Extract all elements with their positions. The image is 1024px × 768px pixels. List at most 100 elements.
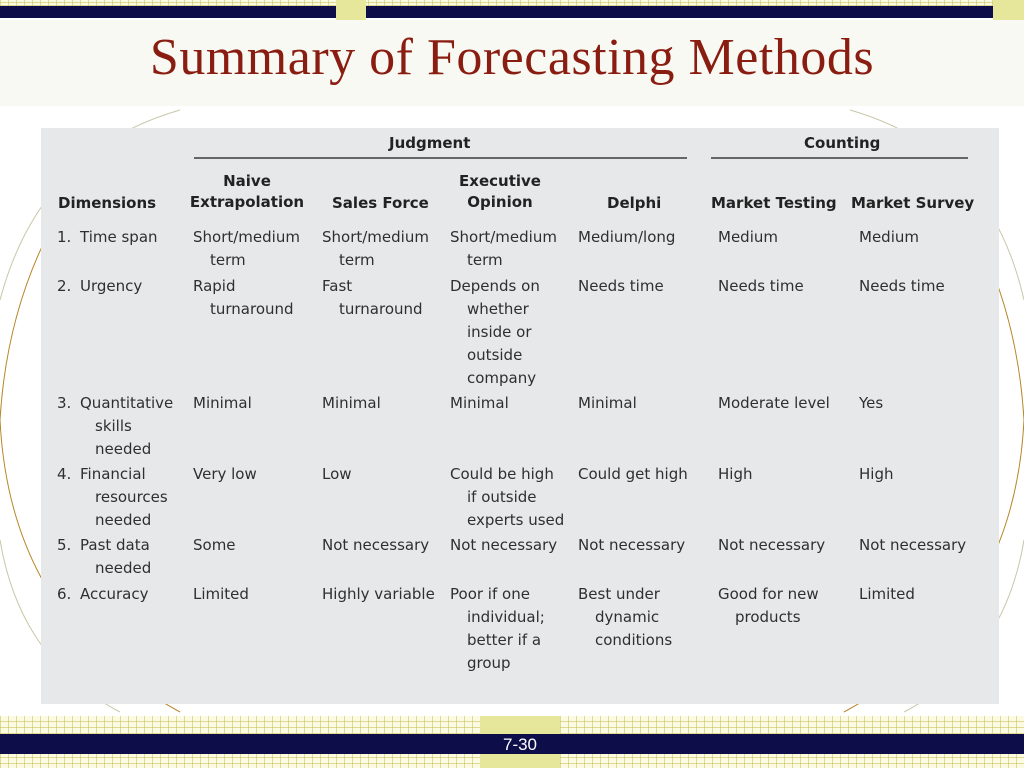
cell-line: Short/medium	[450, 228, 557, 246]
dimension-cell: 3. Quantitative skills needed	[57, 392, 173, 461]
cell-line: Not necessary	[322, 536, 430, 554]
cell-line: company	[467, 369, 537, 387]
table-cell-survey: Yes	[859, 392, 883, 415]
dimension-label-cont: skills	[95, 417, 132, 435]
top-decorative-bar	[0, 0, 1024, 20]
cell-line: term	[210, 251, 246, 269]
dimension-label: Financial	[80, 465, 146, 483]
table-cell-sales: Minimal	[322, 392, 381, 415]
table-cell-testing: Needs time	[718, 275, 804, 298]
cell-line: Needs time	[718, 277, 804, 295]
header-line: Opinion	[467, 193, 533, 211]
forecasting-table: Judgment Counting Dimensions Naive Extra…	[41, 128, 999, 704]
table-cell-testing: Medium	[718, 226, 778, 249]
table-cell-sales: Fast turnaround	[322, 275, 423, 321]
column-header-delphi: Delphi	[607, 194, 662, 212]
cell-line: Not necessary	[859, 536, 967, 554]
cell-line: High	[718, 465, 753, 483]
dimension-label-cont: needed	[95, 511, 152, 529]
cell-line: Minimal	[322, 394, 381, 412]
dimension-cell: 2. Urgency	[57, 275, 142, 298]
cell-line: Medium	[859, 228, 919, 246]
cell-line: Short/medium	[193, 228, 300, 246]
top-accent-block-right	[993, 0, 1024, 20]
column-header-market-testing: Market Testing	[711, 194, 837, 212]
table-cell-testing: Good for new products	[718, 583, 819, 629]
judgment-rule	[194, 157, 687, 159]
header-line: Naive	[223, 172, 271, 190]
table-cell-delphi: Not necessary	[578, 534, 685, 557]
column-header-market-survey: Market Survey	[851, 194, 975, 212]
cell-line: Some	[193, 536, 236, 554]
table-cell-sales: Low	[322, 463, 352, 486]
cell-line: dynamic	[595, 608, 660, 626]
top-grid-pattern	[0, 0, 1024, 6]
cell-line: Not necessary	[718, 536, 826, 554]
cell-line: Very low	[193, 465, 257, 483]
table-cell-survey: Needs time	[859, 275, 945, 298]
cell-line: Minimal	[450, 394, 509, 412]
cell-line: Poor if one	[450, 585, 530, 603]
cell-line: Depends on	[450, 277, 540, 295]
cell-line: Minimal	[193, 394, 252, 412]
cell-line: Low	[322, 465, 352, 483]
cell-line: term	[467, 251, 503, 269]
cell-line: Not necessary	[578, 536, 686, 554]
table-cell-delphi: Could get high	[578, 463, 688, 486]
cell-line: turnaround	[339, 300, 423, 318]
cell-line: Yes	[859, 394, 884, 412]
top-navy-stripe	[0, 6, 1024, 18]
table-cell-delphi: Needs time	[578, 275, 664, 298]
cell-line: inside or	[467, 323, 532, 341]
row-number: 2.	[57, 277, 72, 295]
cell-line: term	[339, 251, 375, 269]
cell-line: if outside	[467, 488, 537, 506]
cell-line: High	[859, 465, 894, 483]
cell-line: conditions	[595, 631, 673, 649]
cell-line: Could be high	[450, 465, 554, 483]
cell-line: Rapid	[193, 277, 236, 295]
cell-line: turnaround	[210, 300, 294, 318]
table-cell-delphi: Minimal	[578, 392, 637, 415]
row-number: 6.	[57, 585, 72, 603]
table-cell-exec: Not necessary	[450, 534, 557, 557]
table-cell-delphi: Best under dynamic conditions	[578, 583, 672, 652]
cell-line: products	[735, 608, 801, 626]
footer-bar	[0, 716, 1024, 768]
dimension-label: Urgency	[80, 277, 143, 295]
cell-line: whether	[467, 300, 529, 318]
dimension-label-cont: needed	[95, 440, 152, 458]
footer-navy-stripe-center	[480, 734, 560, 754]
cell-line: Needs time	[578, 277, 664, 295]
table-cell-naive: Limited	[193, 583, 249, 606]
cell-line: Best under	[578, 585, 660, 603]
table-cell-survey: High	[859, 463, 893, 486]
cell-line: outside	[467, 346, 523, 364]
header-line: Extrapolation	[189, 193, 305, 211]
table-cell-naive: Some	[193, 534, 236, 557]
cell-line: Moderate level	[718, 394, 830, 412]
cell-line: Short/medium	[322, 228, 429, 246]
row-number: 1.	[57, 228, 72, 246]
dimension-cell: 1. Time span	[57, 226, 158, 249]
dimension-label: Past data	[80, 536, 150, 554]
column-header-naive-extrapolation: Naive Extrapolation	[189, 171, 305, 213]
dimension-cell: 4. Financial resources needed	[57, 463, 168, 532]
row-number: 5.	[57, 536, 72, 554]
table-cell-survey: Medium	[859, 226, 919, 249]
cell-line: individual;	[467, 608, 545, 626]
row-number: 3.	[57, 394, 72, 412]
table-cell-exec: Could be high if outside experts used	[450, 463, 564, 532]
counting-rule	[711, 157, 968, 159]
column-header-sales-force: Sales Force	[332, 194, 429, 212]
cell-line: Limited	[193, 585, 249, 603]
cell-line: Could get high	[578, 465, 688, 483]
title-band	[0, 20, 1024, 106]
table-cell-exec: Poor if one individual; better if a group	[450, 583, 545, 675]
cell-line: group	[467, 654, 511, 672]
cell-line: Good for new	[718, 585, 819, 603]
table-cell-testing: Not necessary	[718, 534, 825, 557]
cell-line: experts used	[467, 511, 565, 529]
cell-line: Limited	[859, 585, 915, 603]
dimension-cell: 5. Past data needed	[57, 534, 151, 580]
